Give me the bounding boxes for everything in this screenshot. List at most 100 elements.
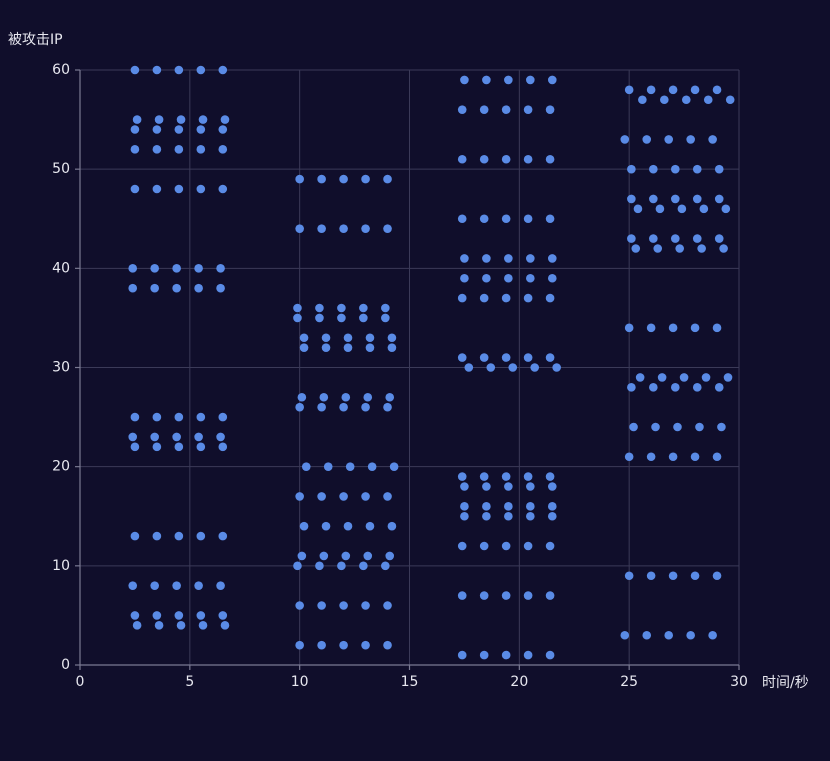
point [712, 85, 722, 95]
point [387, 521, 397, 531]
point [128, 264, 138, 273]
point [642, 630, 652, 640]
point [317, 402, 326, 412]
point [523, 293, 533, 303]
point [130, 145, 140, 154]
point [668, 452, 678, 462]
point [714, 164, 724, 174]
point [719, 244, 728, 253]
point [526, 511, 535, 521]
point [176, 115, 186, 124]
point [339, 402, 348, 412]
point [677, 204, 687, 214]
point [523, 105, 533, 114]
x-axis-label: 时间/秒 [762, 675, 809, 691]
point [381, 303, 390, 313]
point [387, 343, 397, 352]
x-tick-label: 15 [401, 674, 419, 690]
point [317, 492, 326, 501]
point [317, 640, 326, 650]
point [150, 283, 159, 293]
point [708, 135, 717, 144]
point [174, 531, 184, 541]
point [699, 204, 709, 214]
point [359, 561, 368, 571]
point [627, 234, 636, 243]
point [504, 254, 513, 263]
point [649, 194, 658, 204]
point [649, 383, 658, 392]
point [343, 333, 353, 343]
point [479, 650, 489, 660]
point [385, 551, 395, 561]
point [172, 432, 181, 442]
point [130, 65, 140, 75]
point [501, 353, 511, 362]
point [295, 640, 304, 650]
point [196, 531, 206, 541]
y-tick-label: 10 [52, 558, 70, 574]
point [523, 472, 533, 481]
point [460, 511, 469, 521]
point [457, 541, 467, 551]
y-tick-label: 60 [52, 62, 70, 78]
point [172, 283, 181, 293]
point [460, 254, 469, 263]
point [152, 65, 162, 75]
point [501, 472, 511, 481]
point [343, 521, 353, 531]
point [629, 422, 638, 432]
point [132, 621, 142, 630]
point [194, 432, 203, 442]
point [130, 531, 140, 541]
point [547, 511, 557, 521]
y-tick-label: 20 [52, 459, 70, 475]
point [668, 571, 678, 581]
point [482, 75, 491, 85]
point [299, 521, 309, 531]
point [668, 85, 678, 95]
point [545, 541, 555, 551]
point [339, 601, 348, 610]
point [633, 204, 643, 214]
point [295, 174, 304, 184]
point [172, 581, 181, 590]
point [482, 511, 491, 521]
point [319, 551, 329, 561]
point [651, 422, 660, 432]
point [660, 95, 669, 105]
point [321, 343, 331, 352]
point [216, 283, 225, 293]
point [482, 273, 491, 283]
point [530, 363, 540, 372]
point [504, 502, 513, 511]
point [670, 194, 680, 204]
point [152, 412, 162, 422]
point [152, 531, 162, 541]
point [712, 571, 722, 581]
point [714, 194, 724, 204]
point [627, 164, 636, 174]
y-tick-label: 0 [61, 657, 70, 673]
x-tick-label: 25 [620, 674, 638, 690]
point [690, 571, 700, 581]
point [220, 621, 230, 630]
point [361, 601, 370, 610]
point [523, 541, 533, 551]
point [383, 402, 392, 412]
point [194, 283, 203, 293]
point [220, 115, 230, 124]
point [321, 521, 331, 531]
point [194, 264, 203, 273]
point [315, 313, 324, 323]
point [317, 174, 326, 184]
point [150, 581, 159, 590]
point [526, 75, 535, 85]
point [460, 75, 469, 85]
x-tick-label: 20 [510, 674, 528, 690]
y-tick-label: 40 [52, 260, 70, 276]
point [526, 502, 535, 511]
point [620, 630, 630, 640]
point [361, 492, 370, 501]
point [359, 313, 368, 323]
